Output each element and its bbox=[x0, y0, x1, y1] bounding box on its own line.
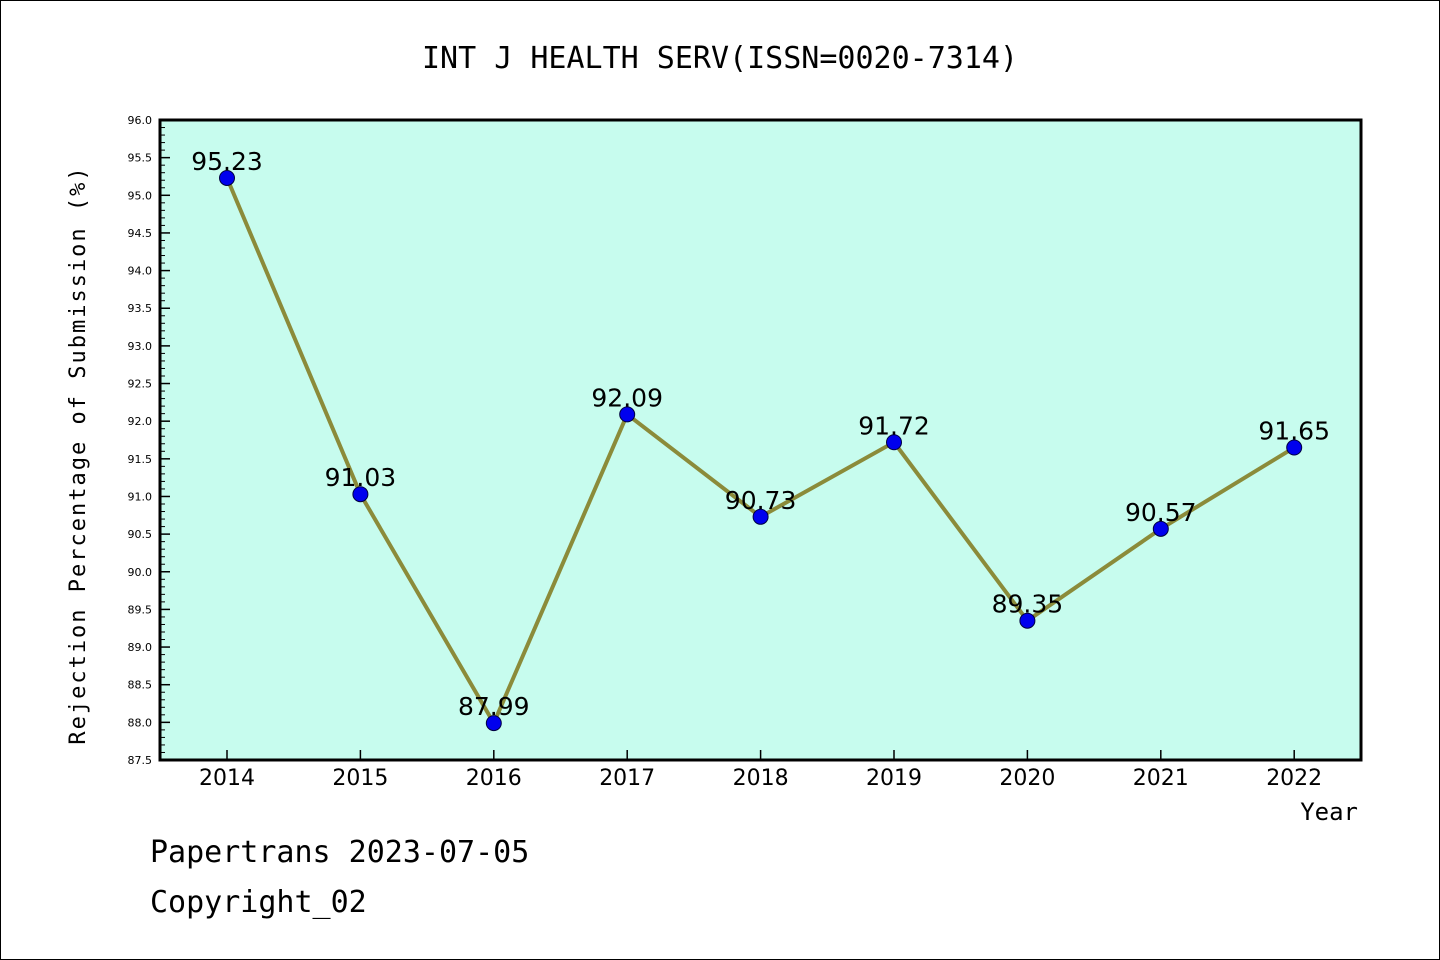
data-points bbox=[219, 169, 1303, 732]
y-tick-label: 92.5 bbox=[128, 378, 153, 391]
data-point bbox=[619, 406, 636, 423]
data-point bbox=[352, 486, 369, 503]
data-label: 90.57 bbox=[1125, 498, 1197, 527]
y-tick-label: 90.0 bbox=[128, 566, 153, 579]
data-point bbox=[886, 434, 902, 451]
x-tick-label: 2017 bbox=[599, 766, 655, 791]
y-tick-label: 88.0 bbox=[128, 716, 153, 729]
y-axis-label: Rejection Percentage of Submission (%) bbox=[66, 165, 91, 744]
y-tick-label: 90.5 bbox=[128, 528, 153, 541]
y-tick-label: 96.0 bbox=[128, 114, 153, 127]
x-tick-label: 2018 bbox=[733, 766, 789, 791]
y-tick-label: 93.0 bbox=[128, 340, 153, 353]
y-tick-label: 94.5 bbox=[128, 227, 153, 240]
footer-copyright: Copyright_02 bbox=[150, 885, 367, 920]
y-tick-label: 94.0 bbox=[128, 265, 153, 278]
y-tick-label: 91.5 bbox=[128, 453, 153, 466]
x-axis-ticks: 2014 2015 2016 2017 2018 2019 2020 2021 2022 bbox=[199, 750, 1322, 791]
data-label: 89.35 bbox=[992, 590, 1064, 619]
data-point bbox=[1286, 439, 1303, 456]
y-tick-label: 87.5 bbox=[128, 754, 153, 767]
data-point bbox=[1152, 520, 1169, 537]
y-tick-label: 91.0 bbox=[128, 490, 153, 503]
data-label: 91.03 bbox=[325, 463, 397, 492]
data-point bbox=[485, 715, 502, 732]
data-label: 91.72 bbox=[858, 411, 930, 440]
data-label: 91.65 bbox=[1258, 417, 1330, 446]
x-tick-label: 2019 bbox=[866, 766, 922, 791]
x-tick-label: 2020 bbox=[999, 766, 1055, 791]
data-label: 90.73 bbox=[725, 486, 797, 515]
chart-title: INT J HEALTH SERV(ISSN=0020-7314) bbox=[422, 41, 1018, 76]
data-point bbox=[1019, 612, 1036, 629]
x-tick-label: 2022 bbox=[1266, 766, 1322, 791]
x-tick-label: 2016 bbox=[466, 766, 522, 791]
data-label: 87.99 bbox=[458, 692, 530, 721]
x-tick-label: 2021 bbox=[1133, 766, 1189, 791]
x-axis-label: Year bbox=[1300, 798, 1358, 826]
y-tick-label: 89.0 bbox=[128, 641, 153, 654]
x-tick-label: 2015 bbox=[332, 766, 388, 791]
y-tick-label: 95.0 bbox=[128, 189, 153, 202]
y-tick-label: 95.5 bbox=[128, 152, 153, 165]
y-tick-label: 89.5 bbox=[128, 603, 153, 616]
data-point bbox=[219, 169, 235, 186]
y-axis-ticks: 87.5 88.0 88.5 89.0 89.5 90.0 90.5 91.0 91.5 92.0… bbox=[128, 114, 170, 767]
y-tick-label: 93.5 bbox=[128, 302, 153, 315]
data-label: 92.09 bbox=[591, 383, 663, 412]
x-tick-label: 2014 bbox=[199, 766, 255, 791]
plot-area bbox=[158, 118, 1363, 762]
y-tick-label: 92.0 bbox=[128, 415, 153, 428]
data-label: 95.23 bbox=[191, 147, 263, 176]
data-point bbox=[752, 508, 769, 525]
y-tick-label: 88.5 bbox=[128, 679, 153, 692]
footer-date: Papertrans 2023-07-05 bbox=[150, 835, 530, 870]
data-labels: 95.23 91.03 87.99 92.09 90.73 91.72 89.35 90.57… bbox=[191, 147, 1330, 721]
